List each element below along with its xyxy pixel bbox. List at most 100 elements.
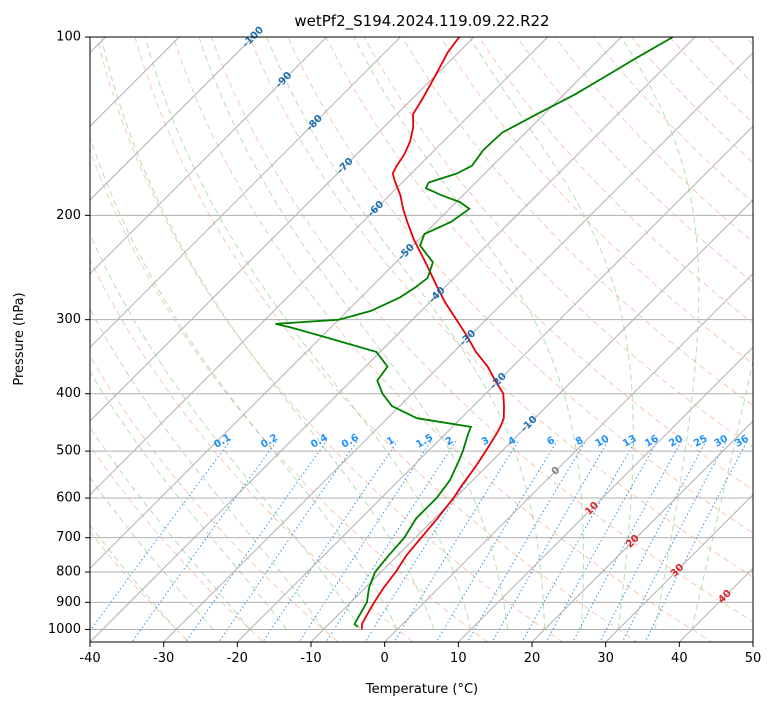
mixing-ratio-line (90, 440, 231, 632)
moist-adiabat (353, 37, 584, 630)
isotherm-line (90, 37, 623, 570)
moist-adiabat (90, 370, 288, 630)
y-tick-label: 800 (56, 565, 81, 580)
isotherm-line (162, 51, 753, 642)
dry-adiabat (90, 258, 414, 642)
mixing-ratio-line (621, 440, 728, 642)
dry-adiabat (90, 148, 489, 642)
x-axis-label: Temperature (°C) (365, 682, 478, 697)
data-series (275, 37, 674, 630)
dry-adiabat (96, 37, 564, 642)
dry-adiabat (668, 37, 753, 124)
mixing-ratio-line (572, 440, 683, 642)
dry-adiabat (745, 37, 753, 45)
y-tick-label: 1000 (48, 622, 81, 637)
mixing-ratio-line (435, 440, 558, 642)
x-tick-label: -20 (227, 651, 248, 666)
mixing-ratio-label: 20 (667, 433, 685, 450)
x-tick-label: 30 (597, 651, 614, 666)
mixing-ratio-line (599, 440, 707, 642)
grid-lines (0, 10, 753, 654)
isotherm-line (383, 272, 753, 642)
y-tick-label: 600 (56, 491, 81, 506)
isotherm-line (90, 37, 475, 422)
isotherm-line (90, 37, 181, 128)
mixing-ratio-label: 8 (574, 435, 586, 448)
isotherm-line (310, 199, 753, 642)
mixing-ratio-label: 6 (545, 435, 557, 448)
isotherm-line (90, 37, 549, 496)
x-tick-label: 20 (524, 651, 541, 666)
isotherm-line (90, 37, 402, 349)
dry-adiabat (478, 37, 753, 324)
mixing-ratio-label: 2 (444, 435, 456, 448)
dry-adiabat (210, 37, 753, 623)
dry-adiabat (325, 37, 753, 491)
mixing-ratio-label: 0.1 (212, 432, 233, 450)
mixing-ratio-line (521, 440, 637, 642)
profile-line (361, 37, 505, 630)
moist-adiabat (144, 37, 472, 630)
mixing-ratio-line (644, 440, 748, 642)
plot-frame (89, 36, 754, 643)
x-tick-label: 10 (450, 651, 467, 666)
isotherm-line (236, 125, 753, 642)
mixing-ratio-line (466, 440, 587, 642)
mixing-ratio-label: 3 (480, 435, 492, 448)
x-tick-label: 50 (745, 651, 762, 666)
dry-adiabat (401, 37, 753, 406)
x-tick-label: -30 (153, 651, 174, 666)
profile-line (275, 37, 674, 628)
moist-adiabat (266, 37, 546, 630)
mixing-ratio-line (491, 440, 609, 642)
mixing-ratio-label: 0.4 (309, 432, 330, 450)
y-tick-label: 100 (56, 30, 81, 45)
moist-adiabat (90, 232, 361, 630)
y-tick-label: 700 (56, 530, 81, 545)
low-isotherm-label: 0 (550, 465, 563, 478)
x-tick-label: 0 (381, 651, 389, 666)
mixing-ratio-label: 30 (713, 433, 731, 450)
moist-adiabat (469, 37, 634, 630)
moist-adiabat (90, 426, 251, 630)
isotherm-line (90, 37, 696, 642)
isotherm-line (457, 346, 753, 642)
moist-adiabat (90, 308, 324, 630)
isotherm-line (678, 567, 753, 642)
mixing-ratio-label: 13 (621, 433, 639, 450)
mixing-ratio-line (131, 440, 278, 642)
dry-adiabat (630, 37, 753, 164)
dry-adiabat (90, 445, 265, 642)
moist-adiabat (100, 37, 435, 630)
moist-adiabat (691, 358, 753, 630)
isotherm-line (531, 420, 753, 642)
dry-adiabat (90, 355, 339, 642)
isotherm-line (90, 37, 254, 201)
y-tick-label: 400 (56, 386, 81, 401)
dry-adiabat (248, 37, 753, 578)
y-axis-label: Pressure (hPa) (12, 292, 27, 385)
dry-adiabat (90, 531, 190, 642)
y-tick-label: 300 (56, 312, 81, 327)
isotherm-line (604, 493, 753, 642)
dry-adiabat (439, 37, 753, 365)
x-tick-label: -10 (300, 651, 321, 666)
isotherm-line (90, 37, 328, 275)
isotherm-line (0, 10, 59, 654)
mixing-ratio-label: 25 (692, 433, 710, 450)
mixing-ratio-label: 10 (594, 433, 612, 450)
mixing-ratio-line (218, 440, 358, 642)
moist-adiabat (198, 37, 509, 630)
background-lines (90, 37, 753, 642)
dry-adiabat (134, 37, 638, 642)
x-tick-label: 40 (671, 651, 688, 666)
dry-adiabat (172, 37, 713, 642)
dry-adiabat (363, 37, 753, 448)
dry-adiabat (516, 37, 753, 284)
mixing-ratio-label: 4 (507, 435, 519, 448)
mixing-ratio-line (325, 440, 457, 642)
dry-adiabat (592, 37, 753, 203)
mixing-ratio-line (364, 440, 493, 642)
moist-adiabat (620, 37, 700, 630)
